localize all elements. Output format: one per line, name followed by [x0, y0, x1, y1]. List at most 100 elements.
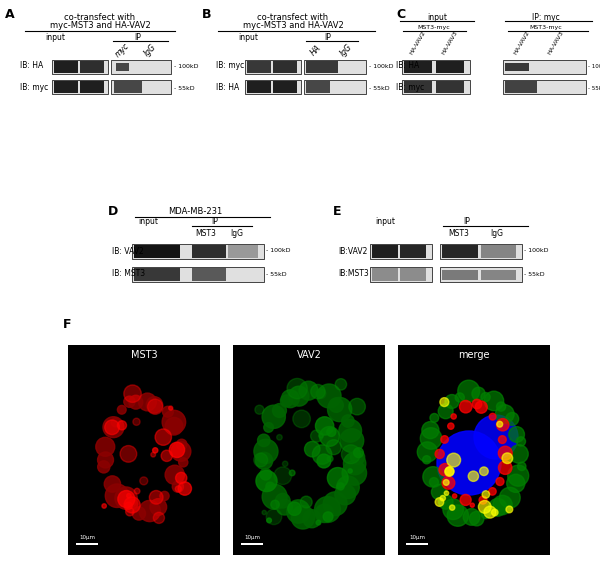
Circle shape: [134, 488, 140, 494]
Circle shape: [489, 413, 496, 420]
Circle shape: [262, 484, 287, 509]
Bar: [54, 81, 78, 93]
Circle shape: [254, 439, 278, 463]
Circle shape: [128, 499, 138, 508]
Text: - 55kD: - 55kD: [369, 86, 389, 91]
Text: IP: IP: [325, 32, 331, 42]
Bar: [273, 61, 297, 73]
Circle shape: [339, 420, 362, 442]
Text: input: input: [138, 218, 158, 226]
Circle shape: [317, 384, 341, 408]
Text: HA-VAV3: HA-VAV3: [547, 30, 565, 56]
Bar: [370, 244, 432, 259]
Circle shape: [256, 452, 272, 469]
Circle shape: [281, 390, 299, 408]
Circle shape: [301, 496, 312, 508]
Circle shape: [96, 437, 115, 456]
Circle shape: [149, 491, 163, 504]
Text: E: E: [333, 205, 341, 218]
Circle shape: [353, 448, 364, 458]
Circle shape: [133, 507, 146, 520]
Text: input: input: [375, 218, 395, 226]
Bar: [304, 80, 366, 94]
Circle shape: [439, 495, 453, 509]
Bar: [273, 81, 297, 93]
Circle shape: [313, 445, 332, 464]
Circle shape: [317, 454, 331, 468]
Bar: [481, 270, 516, 280]
Circle shape: [277, 499, 292, 515]
Circle shape: [469, 511, 484, 526]
Text: HA: HA: [309, 43, 323, 57]
Text: - 55kD: - 55kD: [174, 86, 194, 91]
Circle shape: [179, 458, 188, 467]
Text: myc-MST3 and HA-VAV2: myc-MST3 and HA-VAV2: [50, 22, 151, 31]
Circle shape: [124, 385, 141, 402]
Circle shape: [277, 434, 282, 440]
Circle shape: [125, 502, 133, 509]
Circle shape: [510, 445, 528, 463]
Bar: [400, 245, 426, 258]
Bar: [406, 543, 428, 545]
Circle shape: [129, 395, 143, 409]
Circle shape: [124, 497, 140, 513]
Bar: [436, 81, 464, 93]
Circle shape: [463, 508, 480, 526]
Text: IB: HA: IB: HA: [396, 62, 419, 71]
Circle shape: [316, 520, 321, 525]
Text: IgG: IgG: [491, 229, 503, 238]
Circle shape: [460, 494, 471, 506]
Text: myc: myc: [113, 41, 131, 59]
Bar: [233, 345, 385, 555]
Circle shape: [516, 437, 526, 446]
Circle shape: [449, 505, 455, 510]
Text: myc-MST3 and HA-VAV2: myc-MST3 and HA-VAV2: [242, 22, 343, 31]
Circle shape: [496, 405, 514, 424]
Circle shape: [439, 463, 451, 476]
Circle shape: [175, 486, 181, 492]
Circle shape: [481, 393, 490, 402]
Text: merge: merge: [458, 350, 490, 360]
Circle shape: [283, 461, 288, 466]
Circle shape: [163, 406, 173, 417]
Bar: [436, 61, 464, 73]
Circle shape: [311, 384, 325, 399]
Circle shape: [422, 422, 439, 439]
Text: IP: IP: [464, 218, 470, 226]
Circle shape: [264, 422, 274, 432]
Circle shape: [323, 512, 333, 522]
Circle shape: [440, 398, 449, 406]
Bar: [440, 267, 522, 282]
Circle shape: [148, 399, 163, 414]
Circle shape: [438, 404, 453, 419]
Circle shape: [314, 496, 340, 523]
Circle shape: [140, 477, 148, 485]
Bar: [372, 245, 398, 258]
Text: IB: HA: IB: HA: [216, 83, 239, 92]
Circle shape: [98, 461, 110, 473]
Bar: [132, 244, 264, 259]
Bar: [306, 61, 338, 73]
Circle shape: [342, 415, 354, 428]
Text: input: input: [427, 13, 447, 22]
Bar: [440, 244, 522, 259]
Circle shape: [154, 512, 164, 523]
Circle shape: [496, 478, 504, 486]
Circle shape: [435, 449, 444, 459]
Circle shape: [460, 401, 472, 413]
Circle shape: [118, 405, 126, 414]
Circle shape: [445, 467, 454, 475]
Circle shape: [102, 504, 106, 508]
Circle shape: [417, 442, 437, 462]
Circle shape: [169, 442, 185, 458]
Circle shape: [502, 453, 512, 463]
Circle shape: [256, 470, 277, 491]
Circle shape: [335, 484, 355, 505]
Circle shape: [323, 492, 347, 516]
Circle shape: [287, 500, 310, 523]
Circle shape: [479, 496, 487, 504]
Circle shape: [162, 410, 185, 434]
Circle shape: [125, 507, 134, 516]
Circle shape: [287, 378, 307, 399]
Circle shape: [274, 467, 292, 484]
